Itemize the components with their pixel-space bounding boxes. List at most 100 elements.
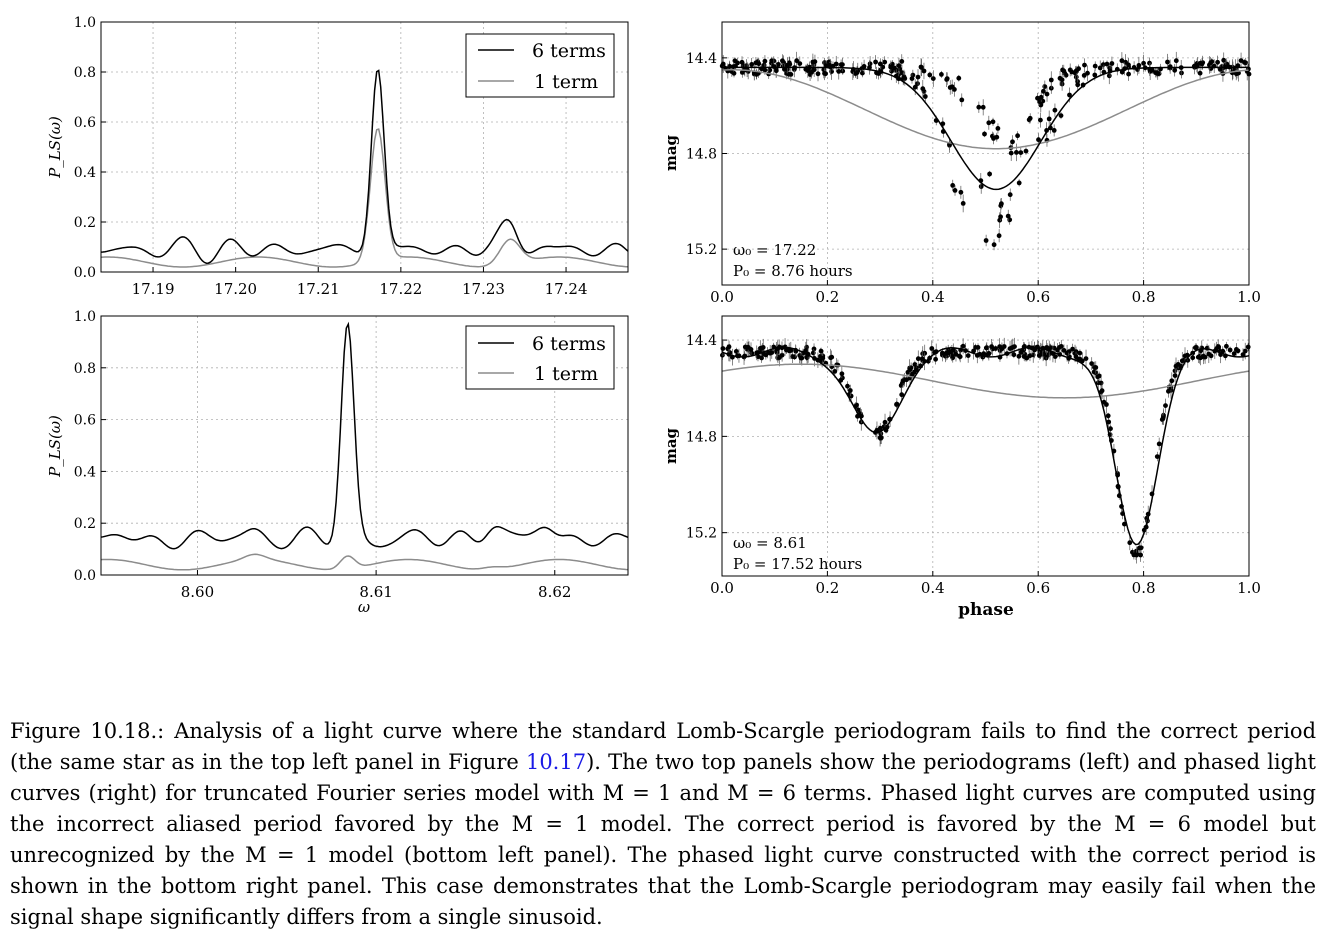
data-point	[1061, 348, 1067, 353]
caption-label: Figure 10.18.:	[10, 719, 165, 743]
data-point	[745, 344, 751, 350]
axes-frame-top-left	[100, 21, 629, 273]
figure-reference-link[interactable]: 10.17	[525, 750, 587, 774]
data-point	[986, 351, 992, 356]
data-point	[1044, 91, 1050, 97]
data-point	[997, 344, 1003, 349]
data-point	[1012, 344, 1017, 349]
data-point	[1041, 88, 1046, 94]
data-point	[754, 71, 759, 77]
annotation-omega-bottom-right: ω₀ = 8.61	[733, 534, 807, 552]
data-point	[1092, 72, 1098, 78]
data-point	[896, 63, 902, 69]
data-point	[847, 388, 853, 393]
data-point	[1126, 62, 1131, 68]
ytick-label-bottom-right: 15.2	[686, 526, 717, 542]
data-point	[1235, 348, 1241, 354]
data-point	[832, 369, 838, 374]
data-point	[1172, 67, 1178, 73]
data-point	[914, 367, 919, 373]
data-point	[1105, 413, 1111, 419]
data-point	[989, 344, 994, 349]
data-point	[1005, 213, 1011, 219]
data-point	[1195, 354, 1201, 360]
data-point	[840, 62, 845, 67]
xtick-label-top-right: 0.8	[1132, 288, 1156, 306]
data-point	[1066, 349, 1072, 354]
ytick-label-bottom-right: 14.8	[686, 429, 717, 445]
data-point	[820, 355, 826, 361]
data-point	[952, 188, 958, 193]
data-point	[1073, 68, 1079, 74]
data-point	[1119, 58, 1125, 64]
data-point	[899, 392, 905, 398]
data-point	[1131, 552, 1137, 558]
xlabel-bottom-right: phase	[958, 600, 1014, 620]
data-point	[877, 61, 883, 67]
data-point	[995, 125, 1001, 131]
model-1-term-bottom-right	[721, 363, 1250, 399]
data-point	[1127, 540, 1133, 546]
data-point	[1016, 180, 1022, 186]
xtick-label-bottom-right: 0.6	[1026, 579, 1050, 597]
data-point	[899, 59, 905, 64]
data-point	[1097, 65, 1103, 71]
model-6-terms-top-right	[722, 66, 1249, 191]
data-point	[790, 354, 795, 359]
data-point	[901, 75, 907, 80]
data-point	[1010, 139, 1015, 145]
data-point	[878, 435, 884, 441]
xtick-label-top-right: 0.4	[921, 288, 945, 306]
data-point	[811, 346, 817, 352]
data-point	[1023, 148, 1029, 154]
data-point	[1046, 116, 1052, 122]
data-point	[1104, 61, 1110, 67]
data-point	[909, 76, 915, 81]
xticks-top-right: 0.0 0.2 0.4 0.6 0.8 1.0	[710, 280, 1261, 306]
xtick-label-top-right: 0.6	[1026, 288, 1050, 306]
data-point	[1154, 454, 1160, 459]
xtick-label-bottom-right: 1.0	[1237, 579, 1261, 597]
xtick-label-bottom-right: 0.4	[921, 579, 945, 597]
data-point	[1089, 361, 1095, 366]
data-point	[1156, 441, 1162, 447]
data-point	[1220, 348, 1226, 354]
xtick-label-top-right: 0.0	[710, 288, 734, 306]
data-point	[978, 184, 984, 189]
data-point	[1073, 354, 1079, 360]
legend-label-6-terms: 6 terms	[532, 333, 606, 355]
data-point	[788, 72, 794, 77]
data-point	[1109, 61, 1115, 66]
data-point	[910, 371, 915, 377]
data-point	[915, 74, 921, 80]
xtick-label-top-left: 17.20	[214, 280, 257, 298]
data-point	[1242, 348, 1248, 354]
series-1-term-bottom-left	[100, 553, 629, 571]
data-point	[818, 348, 824, 354]
xtick-label-bottom-right: 0.2	[815, 579, 839, 597]
data-point	[1240, 352, 1246, 357]
xtick-label-bottom-left: 8.60	[181, 583, 214, 601]
data-point	[1198, 60, 1203, 66]
xlabel-bottom-left: ω	[358, 598, 370, 616]
data-point	[888, 64, 894, 70]
ytick-label-top-left: 1.0	[74, 15, 96, 31]
model-1-term-top-right	[721, 69, 1250, 150]
ytick-label-bottom-left: 0.0	[74, 568, 96, 584]
ytick-label-top-left: 0.8	[74, 65, 96, 81]
data-point	[1106, 73, 1112, 79]
data-point	[1221, 57, 1227, 63]
data-point	[1016, 353, 1022, 359]
data-point	[981, 351, 987, 356]
data-point	[720, 346, 726, 351]
data-point	[880, 64, 886, 70]
data-point	[930, 76, 936, 81]
xticks-bottom-right: 0.0 0.2 0.4 0.6 0.8 1.0	[710, 571, 1261, 597]
data-point	[756, 61, 762, 67]
data-point	[867, 61, 873, 67]
data-point	[1216, 344, 1221, 350]
annotation-period-bottom-right: P₀ = 17.52 hours	[733, 555, 862, 573]
data-point	[1165, 59, 1170, 65]
data-point	[996, 233, 1002, 239]
data-point	[1032, 347, 1037, 353]
